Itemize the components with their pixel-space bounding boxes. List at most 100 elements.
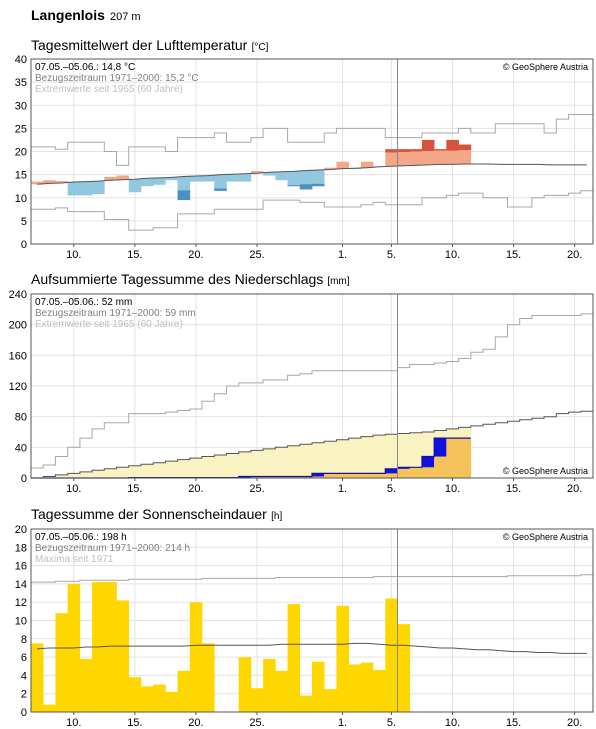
x-tick-label: 20.: [188, 249, 203, 261]
temp-anomaly-bar: [250, 170, 264, 174]
sunshine-bar: [31, 643, 44, 712]
temp-anomaly-bar: [55, 181, 68, 183]
temp-extreme-bar: [434, 149, 447, 151]
sunshine-bar: [55, 613, 68, 712]
temp-max-line: [31, 114, 593, 166]
plot-frame: [30, 293, 594, 479]
precip-actual-area: [275, 476, 288, 478]
x-tick-label: 15.: [127, 483, 142, 495]
precip-actual-area: [324, 473, 337, 478]
sunshine-bar: [116, 600, 130, 712]
temp-anomaly-bar: [128, 179, 142, 193]
sunshine-bar: [299, 695, 313, 712]
chart-unit: [°C]: [252, 42, 269, 53]
precip-actual-area: [409, 467, 423, 478]
chart-panel-3: Tagessumme der Sonnenscheindauer [h] 0 2 4 6 8…: [15, 506, 594, 729]
x-tick-label: 20.: [188, 717, 203, 729]
y-tick-label: 40: [15, 442, 27, 454]
precip-reference-area: [128, 465, 142, 478]
temp-reference-line: [37, 163, 587, 185]
sunshine-bar: [263, 658, 276, 712]
temp-extreme-bar: [214, 188, 227, 191]
temp-anomaly-bar: [79, 181, 93, 196]
y-tick-label: 120: [9, 381, 27, 393]
chart-info-line: 07.05.–05.06.: 52 mm: [35, 297, 132, 308]
sunshine-bar: [287, 604, 301, 712]
x-tick-label: 10.: [445, 249, 460, 261]
x-tick-label: 20.: [567, 483, 582, 495]
copyright-label: © GeoSphere Austria: [503, 532, 588, 542]
precip-reference-area: [275, 447, 288, 478]
precip-reference-area: [202, 456, 215, 478]
temp-anomaly-bar: [324, 167, 337, 170]
precip-reference-area: [104, 468, 117, 478]
temp-anomaly-bar: [189, 176, 203, 182]
y-tick-label: 5: [21, 216, 27, 228]
y-tick-label: 20: [15, 147, 27, 159]
temp-anomaly-bar: [287, 171, 301, 187]
sunshine-bar: [312, 661, 325, 712]
y-tick-label: 14: [15, 579, 27, 591]
precip-day-bar: [385, 468, 398, 474]
x-tick-label: 1.: [338, 483, 347, 495]
precip-reference-area: [250, 450, 264, 478]
temp-extreme-bar: [287, 185, 301, 187]
x-tick-label: 25.: [249, 249, 264, 261]
sunshine-bar: [104, 582, 117, 712]
temp-extreme-bar: [446, 139, 459, 151]
precip-reference-area: [165, 461, 178, 478]
temp-anomaly-bar: [336, 161, 349, 169]
x-tick-label: 10.: [66, 483, 81, 495]
y-tick-label: 8: [21, 634, 27, 646]
x-tick-label: 25.: [249, 717, 264, 729]
temp-extreme-bar: [409, 149, 423, 152]
precip-reference-area: [324, 441, 337, 478]
temp-anomaly-bar: [409, 149, 423, 166]
plot-frame: [30, 528, 594, 713]
chart-title: Aufsummierte Tagessumme des Niederschlag…: [31, 271, 323, 287]
precip-reference-area: [55, 474, 68, 478]
precip-reference-area: [299, 444, 313, 478]
sunshine-reference-line: [37, 642, 587, 654]
y-tick-label: 35: [15, 77, 27, 89]
chart-unit: [mm]: [327, 276, 349, 287]
chart-title: Tagesmittelwert der Lufttemperatur: [31, 37, 248, 53]
temp-anomaly-bar: [434, 149, 447, 165]
precip-reference-area: [153, 462, 166, 478]
precip-reference-area: [67, 473, 81, 478]
chart-info-line: Bezugszeitraum 1971–2000: 15,2 °C: [35, 73, 199, 84]
precip-reference-area: [336, 439, 349, 478]
y-tick-label: 10: [15, 616, 27, 628]
y-tick-label: 10: [15, 193, 27, 205]
y-tick-label: 80: [15, 412, 27, 424]
y-tick-label: 20: [15, 524, 27, 536]
chart-info-line: 07.05.–05.06.: 14,8 °C: [35, 62, 135, 73]
precip-reference-area: [189, 458, 203, 478]
y-tick-label: 0: [21, 707, 27, 719]
chart-panel-1: Tagesmittelwert der Lufttemperatur [°C] 0 5…: [15, 37, 594, 261]
precip-reference-area: [385, 434, 398, 478]
x-tick-label: 20.: [188, 483, 203, 495]
x-tick-label: 15.: [127, 717, 142, 729]
temp-min-line: [31, 190, 593, 231]
temp-extreme-bar: [458, 144, 472, 151]
sunshine-bar: [202, 643, 215, 712]
x-tick-label: 10.: [66, 717, 81, 729]
temp-anomaly-bar: [263, 172, 276, 176]
x-tick-label: 15.: [506, 483, 521, 495]
chart-panel-2: Aufsummierte Tagessumme des Niederschlag…: [9, 271, 594, 495]
precip-actual-area: [348, 473, 362, 478]
chart-info-line: Maxima seit 1971: [35, 554, 114, 565]
x-tick-label: 25.: [249, 483, 264, 495]
y-tick-label: 200: [9, 320, 27, 332]
y-tick-label: 0: [21, 473, 27, 485]
chart-info-line: Extremwerte seit 1965 (60 Jahre): [35, 319, 183, 330]
y-tick-label: 240: [9, 289, 27, 301]
temp-anomaly-bar: [312, 170, 325, 187]
precip-actual-area: [458, 438, 472, 478]
y-tick-label: 16: [15, 561, 27, 573]
precip-reference-area: [92, 470, 105, 478]
sunshine-max-line: [31, 574, 593, 583]
temp-anomaly-bar: [360, 161, 374, 168]
precip-actual-area: [446, 438, 459, 478]
